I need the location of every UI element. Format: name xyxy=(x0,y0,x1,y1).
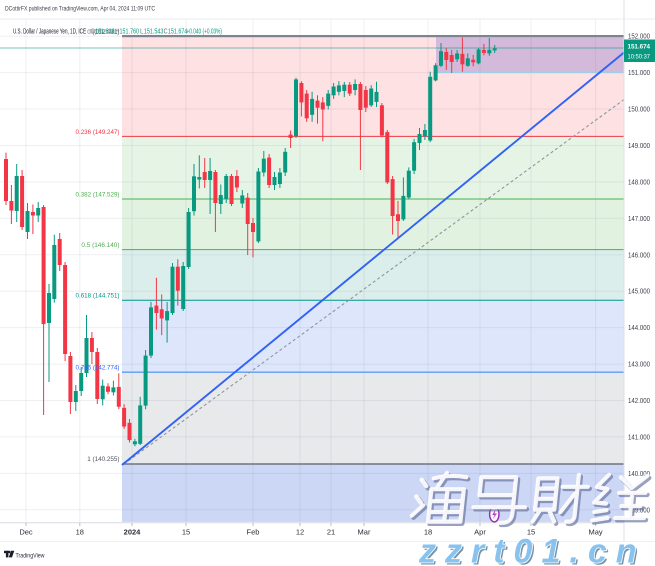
svg-text:152.000: 152.000 xyxy=(628,34,650,41)
svg-text:143.000: 143.000 xyxy=(628,362,650,369)
svg-text:C: C xyxy=(164,29,168,36)
svg-text:0.382 (147.529): 0.382 (147.529) xyxy=(76,191,120,198)
svg-text:140.000: 140.000 xyxy=(628,471,650,478)
svg-text:151.000: 151.000 xyxy=(628,70,650,77)
svg-text:145.000: 145.000 xyxy=(628,289,650,296)
svg-text:148.000: 148.000 xyxy=(628,179,650,186)
svg-text:151.543: 151.543 xyxy=(144,29,164,36)
svg-text:DCottirFX published on Trading: DCottirFX published on TradingView.com, … xyxy=(5,5,155,12)
svg-text:139.000: 139.000 xyxy=(628,507,650,514)
svg-text:U.S. Dollar / Japanese Yen, 1D: U.S. Dollar / Japanese Yen, 1D, ICE xyxy=(13,29,86,36)
svg-text:May: May xyxy=(589,528,603,537)
svg-text:147.000: 147.000 xyxy=(628,216,650,223)
svg-text:15: 15 xyxy=(182,528,190,537)
svg-text:zzrt01.cn: zzrt01.cn xyxy=(420,535,648,566)
svg-text:151.638: 151.638 xyxy=(95,29,115,36)
svg-text:TradingView: TradingView xyxy=(16,552,45,559)
svg-text:18: 18 xyxy=(424,528,432,537)
svg-text:2024: 2024 xyxy=(124,528,142,537)
svg-text:142.000: 142.000 xyxy=(628,398,650,405)
svg-text:141.000: 141.000 xyxy=(628,434,650,441)
svg-text:150.000: 150.000 xyxy=(628,107,650,114)
svg-text:151.674: 151.674 xyxy=(168,29,188,36)
svg-text:Mar: Mar xyxy=(358,528,371,537)
svg-text:L: L xyxy=(140,29,144,36)
svg-text:0.618 (144.751): 0.618 (144.751) xyxy=(76,292,120,299)
svg-text:1 (140.255): 1 (140.255) xyxy=(87,456,119,463)
svg-text:18: 18 xyxy=(76,528,84,537)
svg-text:zzrt01.cn: zzrt01.cn xyxy=(418,533,646,566)
svg-text:21: 21 xyxy=(327,528,335,537)
svg-text:151.760: 151.760 xyxy=(120,29,140,36)
svg-text:146.000: 146.000 xyxy=(628,252,650,259)
svg-text:149.000: 149.000 xyxy=(628,143,650,150)
svg-text:151.674: 151.674 xyxy=(628,44,651,51)
svg-text:0.5 (146.140): 0.5 (146.140) xyxy=(81,242,119,249)
svg-text:15: 15 xyxy=(527,528,535,537)
svg-text:12: 12 xyxy=(296,528,304,537)
svg-text:H: H xyxy=(115,29,119,36)
svg-text:Feb: Feb xyxy=(247,528,260,537)
svg-text:O: O xyxy=(91,29,95,36)
svg-text:144.000: 144.000 xyxy=(628,325,650,332)
svg-text:0.786 (142.774): 0.786 (142.774) xyxy=(76,364,120,371)
svg-text:+0.040 (+0.03%): +0.040 (+0.03%) xyxy=(187,29,223,36)
svg-text:Dec: Dec xyxy=(19,528,33,537)
svg-text:0 (152.031): 0 (152.031) xyxy=(87,29,119,36)
svg-text:10:50:37: 10:50:37 xyxy=(628,54,651,61)
svg-text:0 (152.031): 0 (152.031) xyxy=(90,29,120,36)
svg-text:0.236 (149.247): 0.236 (149.247) xyxy=(76,129,120,136)
svg-text:Apr: Apr xyxy=(474,528,486,537)
